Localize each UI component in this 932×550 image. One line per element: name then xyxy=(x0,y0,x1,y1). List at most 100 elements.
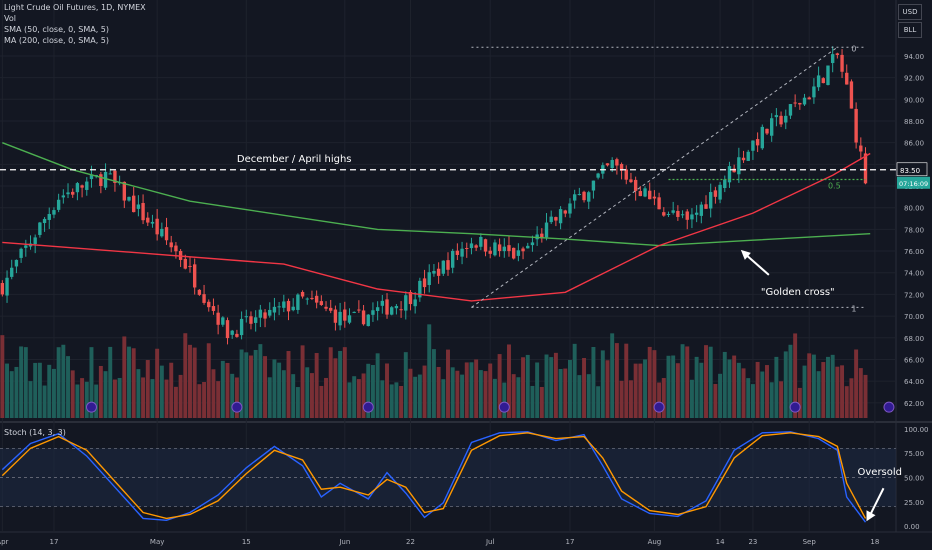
volume-bar xyxy=(0,335,5,418)
volume-bar xyxy=(689,379,694,418)
volume-bar xyxy=(460,374,465,418)
candle-body xyxy=(80,185,84,188)
fib-trendline xyxy=(471,46,838,308)
candle-body xyxy=(399,309,403,311)
volume-bar xyxy=(755,361,760,418)
candle-body xyxy=(582,191,586,201)
volume-bar xyxy=(600,350,605,418)
volume-bar xyxy=(525,354,530,418)
candle-body xyxy=(160,228,164,237)
last-price-value: 83.50 xyxy=(900,167,920,175)
volume-bar xyxy=(619,380,624,418)
volume-bar xyxy=(478,370,483,418)
volume-bar xyxy=(84,381,89,418)
volume-bar xyxy=(112,379,117,418)
candle-body xyxy=(680,214,685,216)
volume-bar xyxy=(324,377,329,418)
volume-bar xyxy=(582,358,587,418)
volume-bar xyxy=(708,346,713,418)
price-tick-label: 92.00 xyxy=(904,75,924,83)
volume-bar xyxy=(159,365,164,418)
volume-bar xyxy=(436,366,441,418)
volume-bar xyxy=(66,356,70,418)
volume-bar xyxy=(713,384,718,418)
volume-bar xyxy=(732,355,737,418)
volume-bar xyxy=(253,349,258,418)
candle-body xyxy=(643,188,647,197)
ma-legend[interactable]: MA (200, close, 0, SMA, 5) xyxy=(4,36,110,45)
volume-bar xyxy=(239,349,244,418)
candle-body xyxy=(258,309,263,318)
event-marker-icon xyxy=(789,401,801,413)
currency-usd-button[interactable]: USD xyxy=(898,4,922,20)
candle-body xyxy=(572,194,577,201)
candle-body xyxy=(451,250,455,268)
volume-bar xyxy=(202,381,207,418)
candle-body xyxy=(192,264,197,288)
volume-bar xyxy=(722,351,727,418)
volume-bar xyxy=(736,362,741,418)
candle-body xyxy=(629,179,633,183)
volume-bar xyxy=(605,360,610,418)
candle-body xyxy=(24,245,28,248)
volume-bar xyxy=(450,367,455,418)
volume-bar xyxy=(277,362,282,418)
candle-body xyxy=(845,72,849,85)
volume-bar xyxy=(849,378,854,418)
candle-body xyxy=(19,248,23,258)
volume-bar xyxy=(188,344,192,418)
candle-body xyxy=(455,250,460,255)
volume-bar xyxy=(314,353,319,418)
candle-body xyxy=(329,307,333,311)
candle-body xyxy=(465,248,469,250)
volume-bar xyxy=(347,382,352,418)
candle-body xyxy=(132,195,136,213)
volume-bar xyxy=(535,362,540,418)
candle-body xyxy=(253,317,258,323)
unit-bll-button[interactable]: BLL xyxy=(898,22,922,38)
volume-bar xyxy=(474,359,479,418)
volume-bar xyxy=(19,346,24,418)
candle-body xyxy=(544,222,549,238)
stochastic-legend[interactable]: Stoch (14, 3, 3) xyxy=(4,428,66,437)
time-tick-label: 14 xyxy=(716,538,725,546)
time-tick-label: May xyxy=(150,538,164,546)
volume-bar xyxy=(774,356,779,418)
volume-bar xyxy=(361,373,366,418)
volume-bar xyxy=(385,363,389,418)
candle-body xyxy=(375,307,380,311)
candle-body xyxy=(863,153,868,184)
volume-bar xyxy=(127,346,131,418)
volume-bar xyxy=(788,344,793,418)
candle-body xyxy=(239,318,244,336)
volume-bar xyxy=(830,354,835,418)
price-tick-label: 88.00 xyxy=(904,118,924,126)
volume-bar xyxy=(464,362,469,418)
sma-legend[interactable]: SMA (50, close, 0, SMA, 5) xyxy=(4,25,109,34)
candle-body xyxy=(530,242,535,246)
volume-bar xyxy=(375,353,380,418)
candle-body xyxy=(333,309,338,323)
volume-bar xyxy=(403,352,408,418)
candle-body xyxy=(859,145,863,152)
candle-body xyxy=(779,115,783,125)
volume-bar xyxy=(389,384,394,418)
time-tick-label: 18 xyxy=(870,538,879,546)
symbol-title[interactable]: Light Crude Oil Futures, 1D, NYMEX xyxy=(4,3,146,12)
candle-body xyxy=(146,217,150,223)
volume-bar xyxy=(671,355,676,418)
volume-bar xyxy=(769,382,774,418)
volume-bar xyxy=(291,374,296,418)
candle-body xyxy=(648,190,652,200)
volume-bar xyxy=(816,371,821,418)
candle-body xyxy=(821,78,825,84)
volume-legend[interactable]: Vol xyxy=(4,14,16,23)
candle-body xyxy=(587,192,591,202)
volume-bar xyxy=(567,359,572,418)
volume-bar xyxy=(488,363,493,418)
candle-body xyxy=(755,139,760,146)
candle-body xyxy=(244,316,248,318)
candle-body xyxy=(155,218,159,235)
candle-body xyxy=(568,203,572,214)
